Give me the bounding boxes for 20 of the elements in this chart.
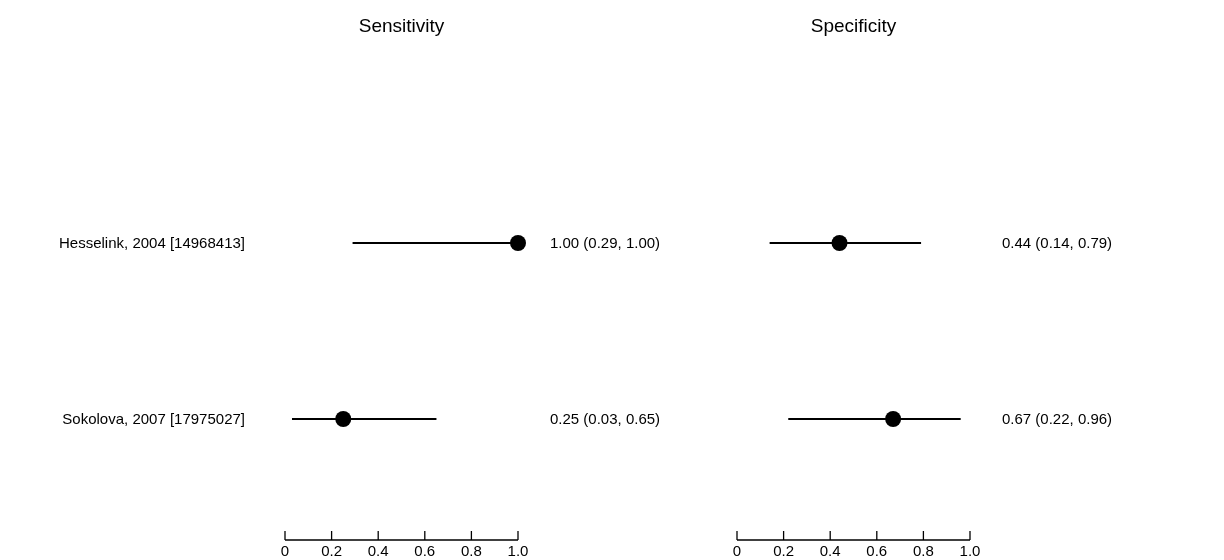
x-tick-label: 0.8 [460, 542, 482, 559]
x-tick-label: 0 [732, 542, 742, 559]
x-tick-label: 0.4 [819, 542, 841, 559]
data-label: 1.00 (0.29, 1.00) [550, 234, 661, 251]
x-tick-label: 0 [280, 542, 290, 559]
data-label: 0.67 (0.22, 0.96) [1002, 410, 1113, 427]
data-label: 0.25 (0.03, 0.65) [550, 410, 661, 427]
x-tick-label: 1.0 [507, 542, 529, 559]
y-tick-label: Hesselink, 2004 [14968413] [59, 234, 245, 251]
chart-title: Specificity [810, 15, 897, 36]
x-tick-label: 0.4 [367, 542, 389, 559]
x-tick-label: 1.0 [959, 542, 981, 559]
data-label: 0.44 (0.14, 0.79) [1002, 234, 1113, 251]
x-tick-label: 0.2 [773, 542, 795, 559]
x-tick-label: 0.8 [912, 542, 934, 559]
x-tick-label: 0.2 [321, 542, 343, 559]
x-tick-label: 0.6 [414, 542, 436, 559]
chart-title: Sensitivity [358, 15, 445, 36]
y-tick-label: Sokolova, 2007 [17975027] [62, 410, 245, 427]
x-tick-label: 0.6 [866, 542, 888, 559]
